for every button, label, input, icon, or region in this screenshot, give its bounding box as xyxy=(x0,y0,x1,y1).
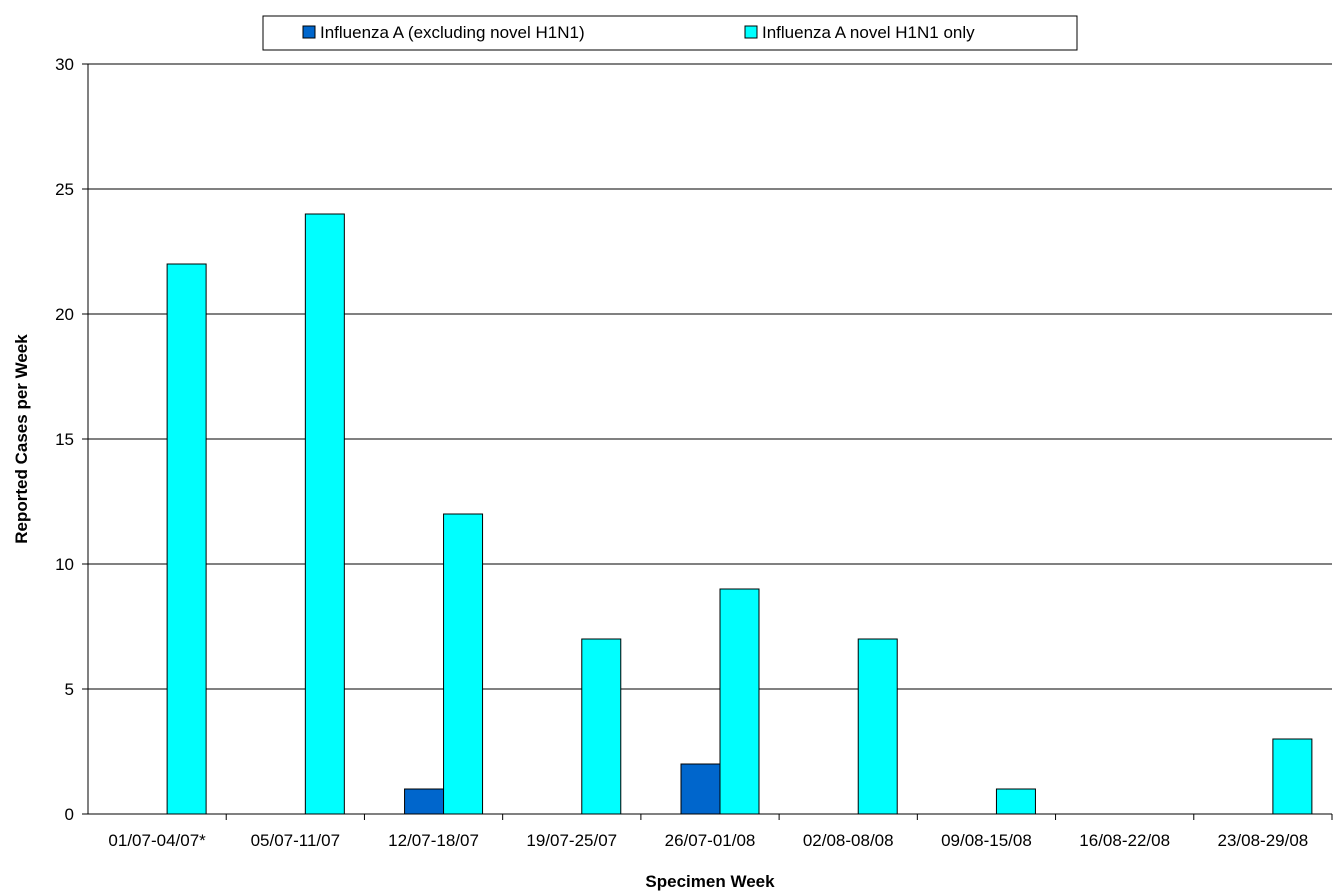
y-tick-label: 5 xyxy=(65,680,74,699)
bar-series-1-6 xyxy=(995,788,1036,815)
bar-series-1-0 xyxy=(166,263,207,815)
legend-swatch-influenza-a-excluding xyxy=(302,25,316,39)
x-tick-label: 19/07-25/07 xyxy=(526,831,617,850)
bar-series-1-4 xyxy=(719,588,760,815)
x-tick-label: 01/07-04/07* xyxy=(108,831,206,850)
bar-series-1-5 xyxy=(857,638,898,815)
axes xyxy=(87,64,1332,815)
x-tick-label: 16/08-22/08 xyxy=(1079,831,1170,850)
bar-series-1-3 xyxy=(581,638,622,815)
y-tick-label: 0 xyxy=(65,805,74,824)
x-tick-label: 09/08-15/08 xyxy=(941,831,1032,850)
bars xyxy=(166,213,1313,815)
legend-swatch-novel-h1n1 xyxy=(744,25,758,39)
legend-label-influenza-a-excluding: Influenza A (excluding novel H1N1) xyxy=(320,23,585,42)
x-tick-label: 12/07-18/07 xyxy=(388,831,479,850)
bar-series-1-1 xyxy=(304,213,345,815)
x-axis-ticks: 01/07-04/07* 05/07-11/07 12/07-18/07 19/07-… xyxy=(108,814,1333,850)
legend-label-novel-h1n1: Influenza A novel H1N1 only xyxy=(762,23,975,42)
y-axis-ticks: 0 5 10 15 20 25 30 xyxy=(55,55,88,824)
x-tick-label: 05/07-11/07 xyxy=(251,831,340,850)
gridlines xyxy=(88,63,1332,690)
bar-series-1-2 xyxy=(443,513,484,815)
y-tick-label: 20 xyxy=(55,305,74,324)
y-tick-label: 15 xyxy=(55,430,74,449)
legend: Influenza A (excluding novel H1N1) Influ… xyxy=(262,15,1078,51)
bar-series-0-4 xyxy=(680,763,721,815)
bar-series-0-2 xyxy=(404,788,445,815)
y-tick-label: 25 xyxy=(55,180,74,199)
y-tick-label: 30 xyxy=(55,55,74,74)
x-axis-title: Specimen Week xyxy=(645,872,775,891)
y-axis-title: Reported Cases per Week xyxy=(12,334,31,544)
bar-series-1-8 xyxy=(1272,738,1313,815)
y-tick-label: 10 xyxy=(55,555,74,574)
x-tick-label: 23/08-29/08 xyxy=(1218,831,1309,850)
x-tick-label: 02/08-08/08 xyxy=(803,831,894,850)
legend-box xyxy=(262,15,1078,51)
x-tick-label: 26/07-01/08 xyxy=(665,831,756,850)
